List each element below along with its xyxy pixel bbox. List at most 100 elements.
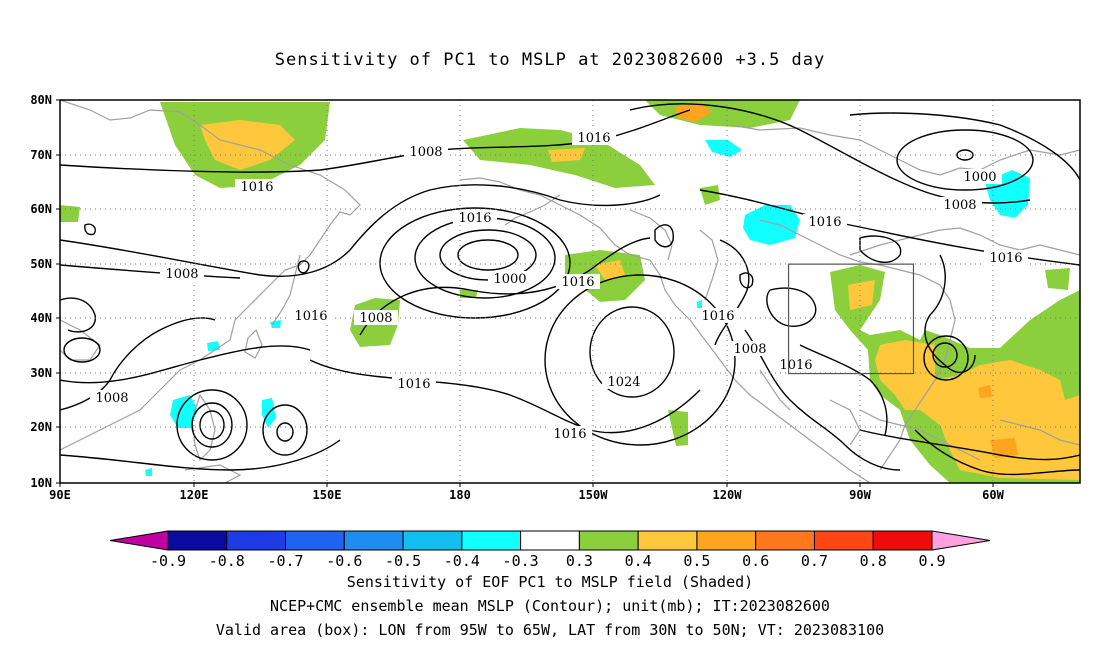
svg-text:1008: 1008 [359, 311, 392, 326]
contour-label: 1016 [392, 376, 436, 392]
contour-label: 1008 [938, 197, 982, 213]
svg-text:1016: 1016 [701, 309, 734, 324]
svg-text:1016: 1016 [397, 377, 430, 392]
colorbar-swatch [285, 530, 345, 551]
caption-valid-area: Valid area (box): LON from 95W to 65W, L… [215, 621, 885, 639]
colorbar-label: 0.3 [566, 552, 593, 570]
lon-label: 120W [713, 488, 743, 502]
colorbar-swatch [343, 530, 404, 551]
svg-text:1008: 1008 [943, 198, 976, 213]
map-title: Sensitivity of PC1 to MSLP at 2023082600… [274, 50, 826, 70]
colorbar-swatch [813, 530, 874, 551]
caption-shading: Sensitivity of EOF PC1 to MSLP field (Sh… [346, 573, 754, 591]
contour-label: 1008 [728, 341, 772, 357]
svg-text:1000: 1000 [963, 170, 996, 185]
colorbar-label: -0.9 [150, 552, 186, 570]
contour-label: 1016 [696, 308, 740, 324]
lat-label: 70N [30, 148, 52, 162]
shading-positive-high [675, 102, 1018, 458]
lon-label: 90W [849, 488, 871, 502]
lat-label: 20N [30, 420, 52, 434]
contour-label: 1016 [803, 214, 847, 230]
svg-text:1008: 1008 [733, 342, 766, 357]
lat-label: 60N [30, 202, 52, 216]
colorbar-swatch [637, 530, 698, 551]
lat-label: 30N [30, 366, 52, 380]
svg-text:1016: 1016 [808, 215, 841, 230]
lat-label: 80N [30, 93, 52, 107]
contour-label: 1008 [160, 266, 204, 282]
contour-label: 1016 [289, 308, 333, 324]
colorbar-swatch [755, 530, 815, 551]
colorbar-label: 0.9 [918, 552, 945, 570]
shading-positive-mid [200, 120, 1080, 480]
colorbar-swatch [167, 530, 228, 551]
contour-label: 1016 [774, 357, 818, 373]
contour-label: 1008 [90, 390, 134, 406]
contour-label: 1016 [984, 250, 1028, 266]
svg-text:1016: 1016 [458, 211, 491, 226]
lat-label: 50N [30, 257, 52, 271]
contour-label: 1016 [556, 274, 600, 290]
svg-text:1008: 1008 [409, 145, 442, 160]
map-frame [59, 99, 1081, 484]
lon-label: 120E [180, 488, 209, 502]
map-plot-area: 1008 1016 1016 1000 1008 1016 1016 1016 … [60, 100, 1080, 483]
colorbar-label: -0.5 [385, 552, 421, 570]
contour-label: 1000 [488, 271, 532, 287]
colorbar-label: 0.5 [683, 552, 710, 570]
colorbar-swatch [461, 530, 522, 551]
contour-label: 1016 [548, 426, 592, 442]
lon-label: 150E [313, 488, 342, 502]
contour-label: 1008 [404, 144, 448, 160]
colorbar-label: -0.3 [503, 552, 539, 570]
lon-label: 60W [982, 488, 1004, 502]
colorbar-label: -0.8 [209, 552, 245, 570]
svg-text:1016: 1016 [553, 427, 586, 442]
contour-label: 1000 [958, 169, 1002, 185]
colorbar-label: -0.4 [444, 552, 480, 570]
lon-label: 180 [449, 488, 471, 502]
contour-label: 1024 [602, 374, 646, 390]
lon-label: 90E [49, 488, 71, 502]
colorbar-swatch [520, 530, 580, 551]
colorbar: -0.9 -0.8 -0.7 -0.6 -0.5 -0.4 -0.3 0.3 0.4 0.5 0.6… [109, 530, 991, 570]
colorbar-label: 0.4 [625, 552, 652, 570]
colorbar-label: -0.7 [267, 552, 303, 570]
valid-area-box [787, 263, 915, 375]
svg-text:1016: 1016 [577, 131, 610, 146]
caption-contour: NCEP+CMC ensemble mean MSLP (Contour); u… [270, 597, 830, 615]
contour-label: 1016 [235, 179, 279, 195]
svg-text:1016: 1016 [561, 275, 594, 290]
contour-label: 1016 [453, 210, 497, 226]
svg-text:1008: 1008 [165, 267, 198, 282]
lon-label: 150W [579, 488, 609, 502]
contour-label: 1016 [572, 130, 616, 146]
svg-text:1024: 1024 [607, 375, 640, 390]
svg-text:1016: 1016 [240, 180, 273, 195]
colorbar-label: -0.6 [326, 552, 362, 570]
svg-text:1016: 1016 [294, 309, 327, 324]
longitude-labels: 90E 120E 150E 180 150W 120W 90W 60W [49, 488, 1004, 502]
svg-text:1000: 1000 [493, 272, 526, 287]
lat-label: 40N [30, 311, 52, 325]
colorbar-swatch [696, 530, 757, 551]
colorbar-arrow-min [109, 530, 169, 551]
contour-label: 1008 [354, 310, 398, 326]
colorbar-arrow-max [931, 530, 991, 551]
contour-labels: 1008 1016 1016 1000 1008 1016 1016 1016 … [90, 130, 1028, 442]
svg-text:1016: 1016 [779, 358, 812, 373]
colorbar-swatch [402, 530, 463, 551]
colorbar-label: 0.7 [801, 552, 828, 570]
colorbar-swatch [226, 530, 287, 551]
svg-text:1016: 1016 [989, 251, 1022, 266]
axis-ticks [56, 99, 994, 487]
colorbar-label: 0.8 [860, 552, 887, 570]
colorbar-label: 0.6 [742, 552, 769, 570]
svg-text:1008: 1008 [95, 391, 128, 406]
colorbar-swatch [872, 530, 933, 551]
latitude-labels: 80N 70N 60N 50N 40N 30N 20N 10N [30, 93, 52, 490]
colorbar-swatch [578, 530, 639, 551]
lat-label: 10N [30, 476, 52, 490]
